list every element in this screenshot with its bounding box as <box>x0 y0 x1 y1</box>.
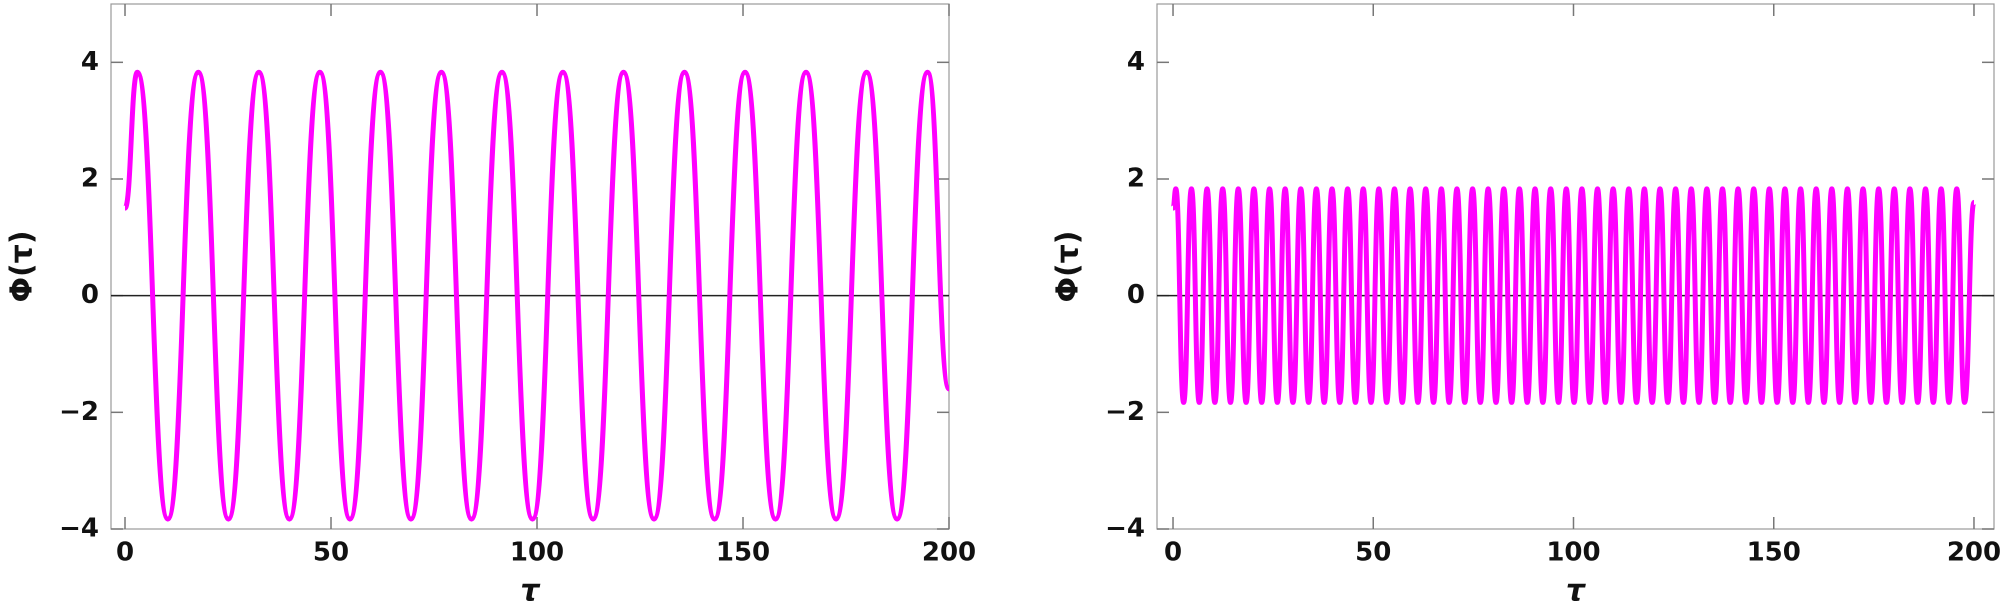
y-axis-label: Φ(τ) <box>1051 230 1086 302</box>
y-tick-label: 4 <box>81 47 99 77</box>
x-tick-label: 100 <box>510 538 564 568</box>
data-line <box>122 69 952 522</box>
y-tick-label: 2 <box>1127 164 1145 194</box>
x-axis-label: τ <box>1566 574 1587 609</box>
x-tick-label: 0 <box>116 538 134 568</box>
y-tick-label: 4 <box>1127 47 1145 77</box>
x-tick-label: 200 <box>922 538 976 568</box>
y-tick-label: 0 <box>1127 280 1145 310</box>
x-tick-label: 200 <box>1947 538 2001 568</box>
y-tick-label: −4 <box>1105 514 1145 544</box>
y-tick-label: 0 <box>81 280 99 310</box>
y-tick-label: −2 <box>59 397 99 427</box>
x-tick-label: 0 <box>1164 538 1182 568</box>
plot-frame <box>1156 3 1995 530</box>
x-tick-label: 100 <box>1546 538 1600 568</box>
y-tick-label: −2 <box>1105 397 1145 427</box>
y-tick-label: 2 <box>81 164 99 194</box>
x-tick-label: 150 <box>716 538 770 568</box>
data-line <box>1170 186 1977 405</box>
x-tick-label: 50 <box>1355 538 1391 568</box>
y-tick-label: −4 <box>59 514 99 544</box>
x-tick-label: 50 <box>313 538 349 568</box>
y-axis-label: Φ(τ) <box>5 230 40 302</box>
plot-frame <box>110 3 950 530</box>
x-tick-label: 150 <box>1747 538 1801 568</box>
x-axis-label: τ <box>520 574 541 609</box>
